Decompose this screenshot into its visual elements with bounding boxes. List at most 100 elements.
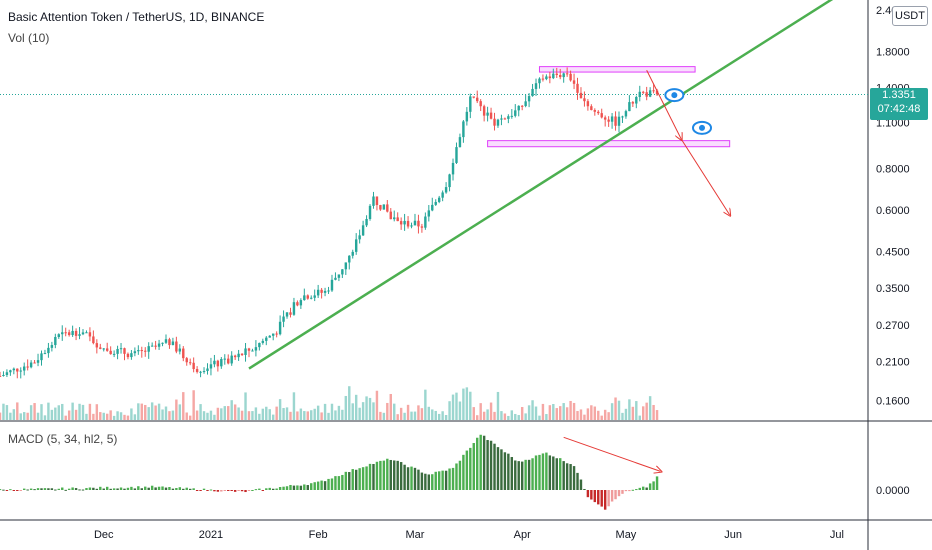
time-tick-label: May — [616, 529, 637, 541]
volume-bar — [220, 408, 223, 420]
volume-bar — [413, 411, 417, 420]
volume-indicator-label[interactable]: Vol (10) — [8, 31, 50, 45]
volume-bar — [251, 411, 254, 420]
volume-bar — [40, 404, 43, 420]
volume-bar — [161, 409, 164, 420]
volume-bar — [33, 403, 36, 420]
volume-bar — [102, 412, 105, 420]
macd-histogram — [0, 434, 659, 510]
volume-bar — [503, 413, 507, 420]
macd-bar — [12, 490, 16, 491]
macd-bar — [507, 453, 510, 490]
volume-bar — [552, 404, 555, 420]
volume-bar — [489, 402, 493, 420]
volume-bar — [154, 405, 157, 420]
candle-body — [244, 348, 247, 355]
candle-body — [223, 358, 226, 360]
candle-body — [417, 220, 420, 227]
macd-bar — [469, 447, 472, 490]
macd-bar — [631, 489, 635, 491]
candle-body — [5, 372, 9, 375]
volume-bar — [472, 407, 475, 420]
macd-bar — [354, 469, 358, 490]
candle-body — [393, 217, 396, 220]
volume-bar — [652, 404, 655, 420]
macd-indicator-label[interactable]: MACD (5, 34, hl2, 5) — [8, 432, 118, 446]
macd-bar — [600, 490, 603, 507]
macd-bar — [379, 460, 382, 490]
volume-bar — [227, 406, 230, 420]
volume-bar — [341, 409, 344, 420]
volume-bar — [144, 404, 147, 420]
macd-bar — [182, 488, 185, 490]
currency-badge[interactable]: USDT — [892, 6, 928, 26]
volume-bar — [164, 406, 168, 420]
candle-body — [285, 312, 289, 317]
symbol-title[interactable]: Basic Attention Token / TetherUS, 1D, BI… — [8, 10, 265, 24]
macd-divergence-arrow — [563, 436, 661, 471]
macd-bar — [431, 474, 434, 490]
candle-body — [216, 360, 220, 367]
macd-bar — [531, 458, 534, 490]
macd-bar — [583, 488, 586, 490]
volume-bar — [607, 412, 610, 420]
candle-body — [458, 137, 462, 148]
candle-body — [251, 350, 254, 352]
macd-bar — [199, 490, 202, 491]
candle-body — [354, 239, 358, 252]
macd-bar — [43, 488, 47, 490]
macd-bar — [320, 480, 323, 490]
candle-body — [2, 374, 5, 377]
volume-bar — [237, 407, 240, 420]
candle-body — [617, 116, 621, 126]
volume-bar — [444, 415, 448, 420]
macd-bar — [334, 476, 337, 490]
candle-body — [479, 101, 482, 107]
candle-body — [206, 368, 209, 372]
macd-bar — [95, 488, 99, 490]
price-tick-label: 0.6000 — [876, 205, 910, 217]
macd-bar — [642, 486, 645, 490]
candle-body — [420, 226, 424, 228]
volume-bar — [500, 411, 503, 420]
macd-bar — [559, 458, 562, 490]
volume-bar — [441, 411, 444, 420]
candle-body — [607, 119, 610, 122]
macd-bar — [417, 469, 420, 490]
price-tick-label: 1.8000 — [876, 46, 910, 58]
candle-body — [486, 112, 489, 116]
macd-bar — [54, 489, 57, 491]
volume-bar — [74, 409, 78, 420]
volume-bar — [43, 415, 47, 420]
trendline — [248, 0, 834, 370]
macd-bar — [268, 487, 271, 490]
macd-bar — [386, 458, 389, 490]
candle-body — [621, 116, 624, 118]
candle-body — [597, 111, 600, 114]
candle-body — [157, 343, 161, 347]
volume-bar — [271, 414, 275, 420]
volume-bar — [95, 404, 99, 420]
candle-body — [185, 358, 188, 363]
macd-bar — [85, 488, 88, 490]
volume-bar — [603, 409, 607, 420]
candle-body — [482, 106, 486, 116]
candle-body — [195, 369, 199, 372]
macd-bar — [510, 457, 514, 490]
macd-bar — [216, 490, 220, 492]
candle-body — [489, 112, 493, 119]
candle-body — [26, 366, 29, 368]
volume-bar — [555, 408, 558, 420]
candle-body — [624, 111, 628, 117]
candle-body — [147, 346, 150, 352]
volume-bar — [202, 411, 206, 420]
candle-body — [344, 262, 348, 270]
macd-bar — [420, 472, 424, 490]
macd-bar — [482, 435, 486, 490]
price-tick-label: 0.8000 — [876, 163, 910, 175]
volume-bar — [275, 406, 278, 420]
volume-bar — [655, 410, 659, 420]
volume-bar — [431, 409, 434, 420]
macd-bar — [555, 458, 558, 490]
